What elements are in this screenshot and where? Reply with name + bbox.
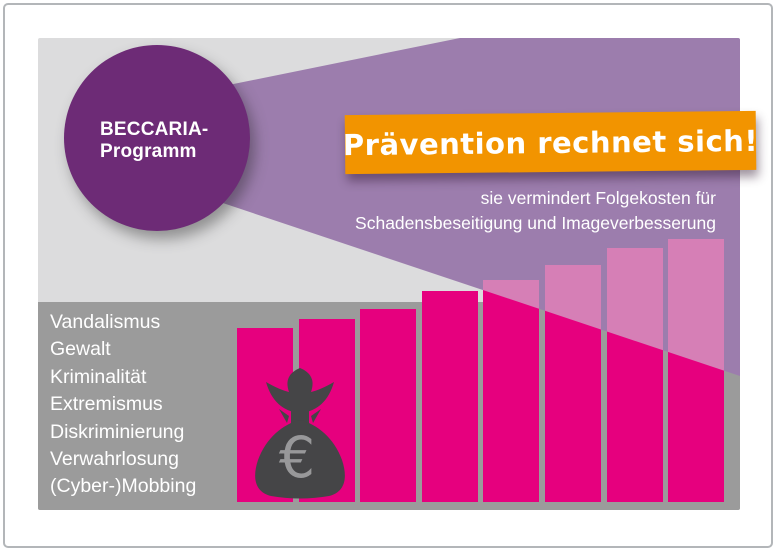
cost-bar bbox=[483, 280, 539, 502]
money-bag-knot-right bbox=[311, 409, 321, 423]
problem-item: Vandalismus bbox=[50, 311, 161, 333]
headline-banner: Prävention rechnet sich! bbox=[342, 110, 759, 175]
money-bag-knot-left bbox=[279, 409, 289, 423]
problem-item: Kriminalität bbox=[50, 365, 147, 388]
money-bag-icon: € bbox=[255, 368, 345, 499]
problem-item: (Cyber-)Mobbing bbox=[50, 475, 197, 498]
program-name-line1: BECCARIA- bbox=[100, 119, 209, 140]
problem-item: Extremismus bbox=[50, 393, 163, 416]
problems-list: Vandalismus Gewalt Kriminalität Extremis… bbox=[50, 309, 196, 501]
money-bag-neck bbox=[291, 406, 309, 424]
problem-item: Gewalt bbox=[50, 338, 111, 361]
subtitle: sie vermindert Folgekosten für Schadensb… bbox=[355, 186, 716, 235]
program-circle bbox=[64, 45, 250, 231]
euro-symbol: € bbox=[279, 425, 315, 491]
headline-text: Prävention rechnet sich! bbox=[342, 123, 759, 162]
program-name-line2: Programm bbox=[100, 141, 197, 162]
problem-item: Verwahrlosung bbox=[50, 448, 179, 471]
problem-item: Diskriminierung bbox=[50, 420, 185, 443]
program-circle-label: BECCARIA- Programm bbox=[100, 119, 208, 163]
money-bag-body bbox=[255, 420, 345, 499]
cost-bar bbox=[360, 309, 416, 502]
cost-bar bbox=[422, 291, 478, 502]
cost-bar bbox=[668, 239, 724, 376]
subtitle-line2: Schadensbeseitigung und Imageverbesserun… bbox=[355, 212, 716, 233]
subtitle-line1: sie vermindert Folgekosten für bbox=[480, 188, 716, 208]
money-bag-tie bbox=[266, 368, 334, 413]
